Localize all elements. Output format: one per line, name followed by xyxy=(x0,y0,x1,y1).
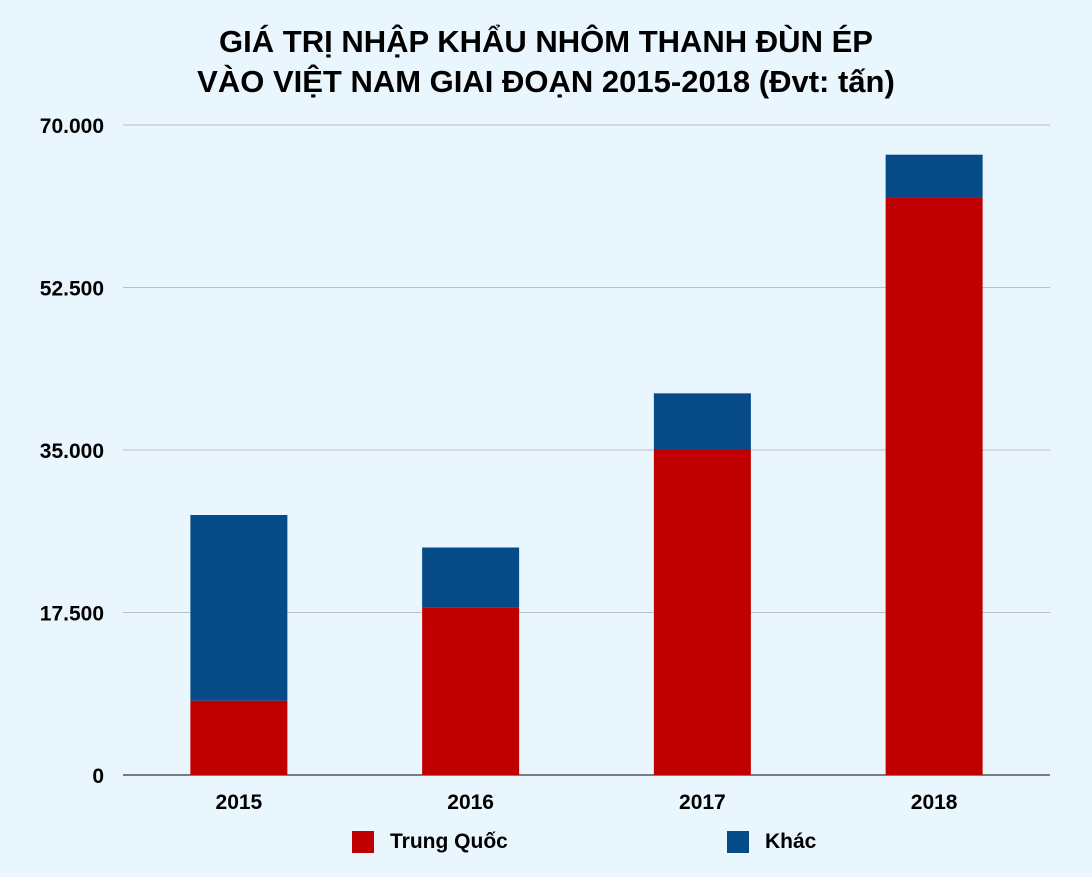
bar-trung-quoc-2018 xyxy=(885,197,983,775)
chart-title-line-1: GIÁ TRỊ NHẬP KHẨU NHÔM THANH ĐÙN ÉP xyxy=(219,24,873,59)
legend-label-khac: Khác xyxy=(765,830,817,853)
x-tick-label: 2016 xyxy=(447,791,494,814)
x-tick-label: 2018 xyxy=(911,791,958,814)
legend-swatch-khac xyxy=(727,831,749,853)
bar-trung-quoc-2016 xyxy=(422,607,520,775)
chart-title: GIÁ TRỊ NHẬP KHẨU NHÔM THANH ĐÙN ÉP VÀO … xyxy=(0,22,1092,102)
chart-title-line-2: VÀO VIỆT NAM GIAI ĐOẠN 2015-2018 (Đvt: t… xyxy=(197,64,895,99)
legend-item-trung-quoc: Trung Quốc xyxy=(352,830,508,854)
bar-trung-quoc-2015 xyxy=(190,700,288,775)
y-tick-label: 70.000 xyxy=(40,115,104,138)
y-tick-label: 52.500 xyxy=(40,278,104,301)
legend-item-khac: Khác xyxy=(727,830,816,854)
bar-khac-2018 xyxy=(885,154,983,198)
y-tick-label: 0 xyxy=(92,765,104,788)
bar-khac-2017 xyxy=(653,393,751,450)
legend: Trung Quốc Khác xyxy=(0,830,1092,860)
bar-trung-quoc-2017 xyxy=(653,450,751,775)
x-tick-label: 2017 xyxy=(679,791,726,814)
y-tick-label: 35.000 xyxy=(40,440,104,463)
x-tick-label: 2015 xyxy=(216,791,263,814)
y-tick-label: 17.500 xyxy=(40,603,104,626)
bar-khac-2016 xyxy=(422,547,520,608)
bar-khac-2015 xyxy=(190,515,288,701)
legend-label-trung-quoc: Trung Quốc xyxy=(390,830,508,853)
legend-swatch-trung-quoc xyxy=(352,831,374,853)
